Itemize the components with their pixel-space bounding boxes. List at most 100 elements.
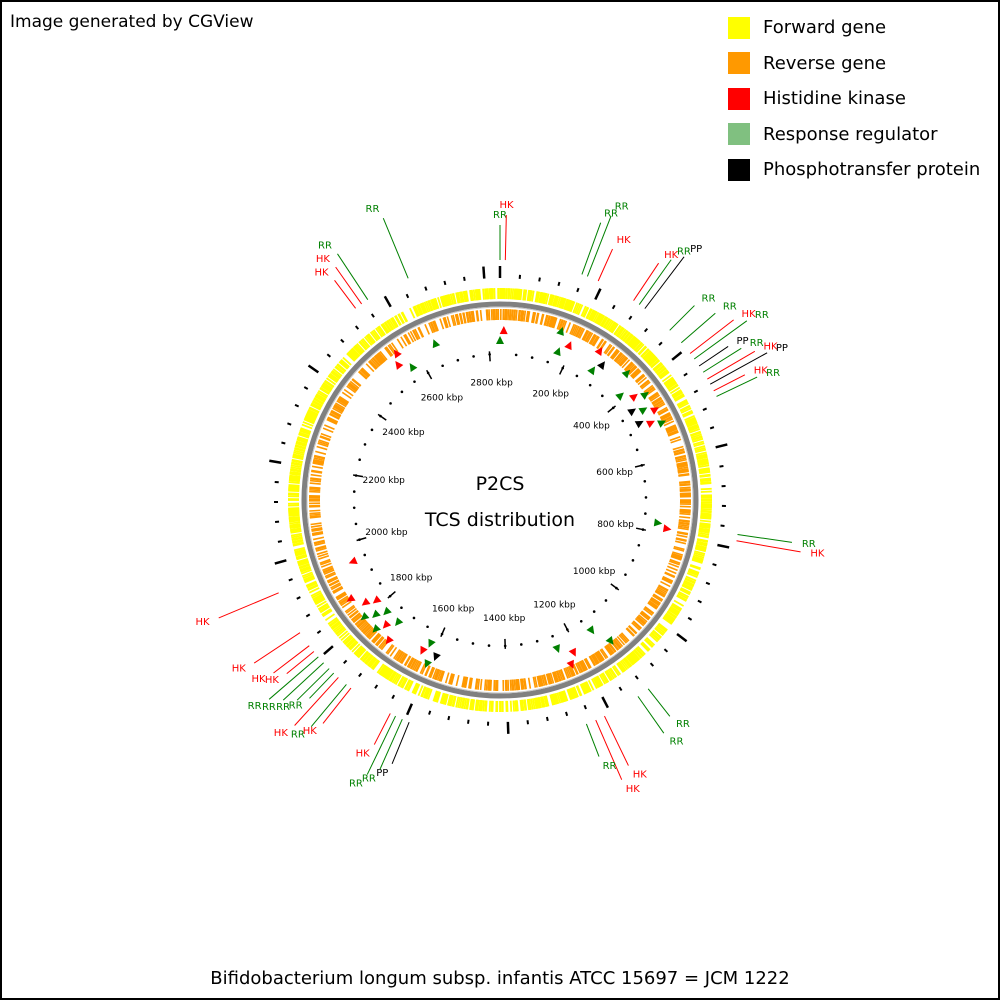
reverse-gene bbox=[475, 678, 479, 690]
forward-gene bbox=[299, 566, 311, 572]
reverse-gene bbox=[462, 312, 466, 324]
callout-label-rr: RR bbox=[750, 338, 764, 349]
forward-gene bbox=[681, 409, 693, 417]
ruler-tick bbox=[387, 590, 396, 599]
tcs-marker-rr bbox=[428, 638, 436, 648]
forward-gene bbox=[673, 393, 685, 401]
forward-gene bbox=[599, 315, 607, 327]
forward-gene bbox=[470, 699, 475, 711]
reverse-gene bbox=[580, 660, 588, 671]
forward-gene bbox=[431, 298, 437, 310]
forward-gene bbox=[322, 382, 333, 391]
reverse-gene bbox=[476, 310, 480, 322]
forward-gene bbox=[684, 577, 696, 584]
reverse-gene bbox=[679, 509, 691, 512]
reverse-gene bbox=[328, 579, 340, 586]
forward-gene bbox=[300, 427, 312, 433]
forward-gene bbox=[420, 686, 426, 698]
forward-gene bbox=[696, 455, 708, 460]
forward-gene bbox=[679, 404, 691, 412]
reverse-gene bbox=[309, 513, 321, 517]
forward-gene bbox=[609, 322, 618, 333]
reverse-gene bbox=[677, 466, 689, 470]
reverse-gene bbox=[317, 440, 329, 446]
reverse-gene bbox=[313, 540, 325, 545]
reverse-gene bbox=[320, 560, 331, 566]
tcs-marker-rr bbox=[372, 624, 381, 633]
forward-gene bbox=[326, 377, 337, 386]
reverse-gene bbox=[572, 664, 579, 675]
tcs-marker-rr bbox=[615, 392, 624, 401]
forward-gene bbox=[552, 295, 558, 307]
forward-gene bbox=[388, 670, 396, 682]
forward-gene bbox=[291, 537, 303, 542]
ruler-dot bbox=[624, 573, 627, 576]
forward-gene bbox=[298, 431, 310, 437]
ruler-dot bbox=[551, 634, 554, 638]
forward-gene bbox=[685, 418, 697, 425]
forward-gene bbox=[548, 294, 554, 306]
ruler-dot bbox=[400, 390, 404, 394]
callout-label-hk: HK bbox=[626, 784, 641, 795]
forward-gene bbox=[694, 445, 706, 450]
forward-gene bbox=[455, 292, 460, 304]
reverse-gene bbox=[344, 604, 355, 613]
reverse-gene bbox=[677, 467, 689, 472]
reverse-gene bbox=[468, 311, 473, 323]
forward-gene bbox=[670, 604, 682, 612]
forward-gene bbox=[631, 651, 640, 661]
outer-tick bbox=[663, 648, 669, 653]
callout-line-rr bbox=[581, 222, 602, 275]
forward-gene bbox=[598, 674, 606, 685]
outer-tick bbox=[277, 540, 283, 543]
forward-gene bbox=[666, 382, 678, 390]
reverse-gene bbox=[584, 658, 592, 669]
callout-line-hk bbox=[253, 632, 301, 664]
forward-gene bbox=[461, 697, 466, 709]
outer-tick bbox=[343, 659, 348, 665]
forward-gene bbox=[308, 406, 320, 413]
forward-gene bbox=[664, 614, 675, 622]
forward-gene bbox=[313, 398, 324, 405]
reverse-gene bbox=[592, 336, 600, 347]
reverse-gene bbox=[620, 632, 630, 642]
reverse-gene bbox=[373, 355, 383, 366]
forward-gene bbox=[446, 294, 451, 306]
forward-gene bbox=[690, 433, 702, 439]
forward-gene bbox=[302, 573, 314, 579]
reverse-gene bbox=[655, 589, 666, 597]
forward-gene bbox=[290, 468, 302, 472]
forward-gene bbox=[664, 378, 676, 387]
tcs-marker-rr bbox=[409, 363, 418, 373]
reverse-gene bbox=[555, 670, 561, 682]
ruler-dot bbox=[644, 512, 647, 515]
ruler-dot bbox=[426, 625, 429, 629]
forward-gene bbox=[580, 305, 587, 317]
reverse-gene bbox=[358, 370, 368, 380]
reverse-gene bbox=[651, 397, 662, 405]
forward-gene bbox=[523, 289, 527, 301]
credit-text: Image generated by CGView bbox=[10, 12, 254, 32]
forward-gene bbox=[624, 333, 633, 344]
outer-tick bbox=[693, 389, 699, 394]
reverse-gene bbox=[320, 562, 332, 568]
forward-gene bbox=[400, 311, 408, 323]
forward-gene bbox=[659, 371, 670, 380]
ruler-dot bbox=[579, 620, 583, 623]
reverse-gene bbox=[623, 361, 633, 371]
reverse-gene bbox=[678, 519, 690, 522]
reverse-gene bbox=[313, 455, 325, 460]
forward-gene bbox=[423, 301, 430, 313]
reverse-gene bbox=[349, 380, 360, 389]
reverse-gene bbox=[650, 597, 661, 605]
forward-gene bbox=[699, 524, 711, 528]
outer-tick bbox=[305, 613, 311, 618]
reverse-gene bbox=[356, 618, 366, 628]
forward-gene bbox=[626, 654, 636, 665]
legend-label: Histidine kinase bbox=[763, 88, 906, 110]
reverse-gene bbox=[341, 600, 352, 609]
ruler-label: 1400 kbp bbox=[483, 614, 526, 624]
outer-tick bbox=[281, 441, 286, 445]
forward-gene bbox=[644, 352, 654, 362]
callout-label-rr: RR bbox=[676, 719, 690, 730]
